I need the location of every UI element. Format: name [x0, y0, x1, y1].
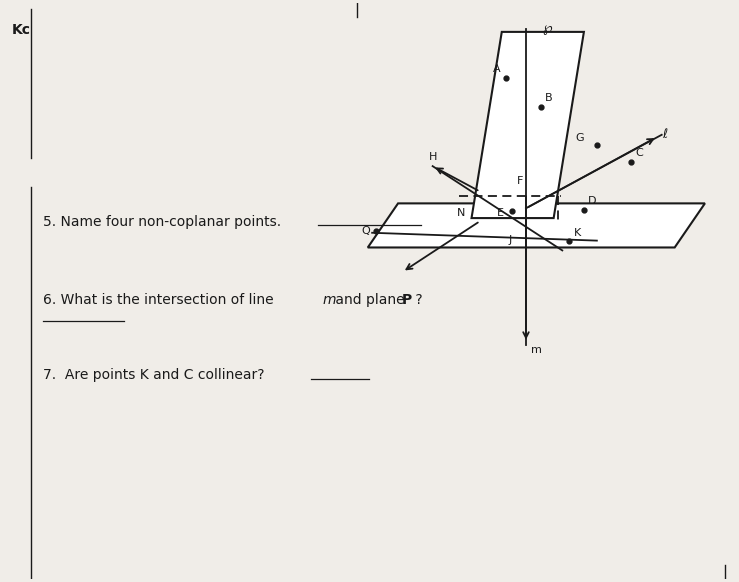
Text: D: D [588, 196, 596, 207]
Text: H: H [429, 152, 437, 162]
Text: K: K [573, 228, 581, 237]
Text: A: A [492, 64, 500, 74]
Text: F: F [517, 176, 523, 186]
Text: m: m [531, 346, 542, 356]
Text: 6. What is the intersection of line: 6. What is the intersection of line [43, 293, 273, 307]
Polygon shape [471, 32, 584, 218]
Text: and plane: and plane [331, 293, 405, 307]
Text: 5. Name four non-coplanar points.: 5. Name four non-coplanar points. [43, 215, 282, 229]
Text: 7.  Are points K and C collinear?: 7. Are points K and C collinear? [43, 368, 265, 382]
Text: J: J [509, 235, 512, 245]
Text: B: B [545, 94, 553, 104]
Text: ?: ? [411, 293, 422, 307]
Text: Kc: Kc [12, 23, 30, 37]
Text: P: P [402, 293, 412, 307]
Text: N: N [457, 208, 466, 218]
Text: ℓ: ℓ [661, 128, 667, 141]
Text: C: C [636, 148, 644, 158]
Text: ℘: ℘ [542, 21, 551, 35]
Polygon shape [368, 203, 705, 247]
Text: E: E [497, 208, 503, 218]
Text: G: G [575, 133, 584, 143]
Text: m: m [322, 293, 336, 307]
Text: Q: Q [361, 226, 370, 236]
